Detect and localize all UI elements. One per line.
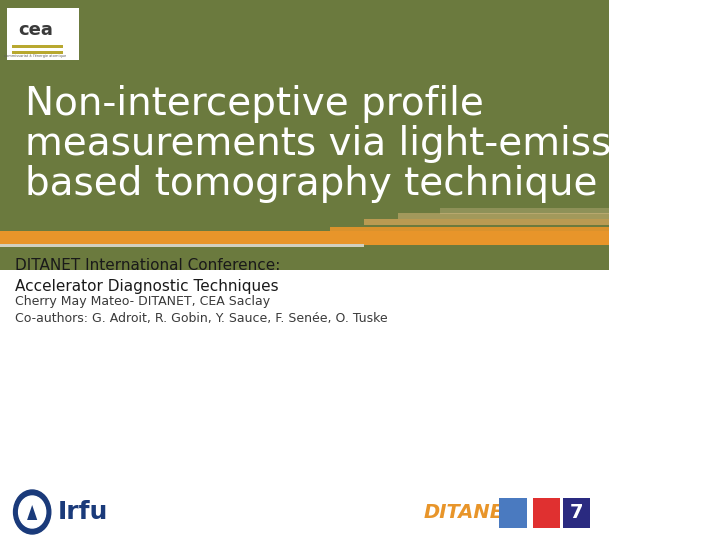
Text: DITANET International Conference:
Accelerator Diagnostic Techniques: DITANET International Conference: Accele…: [15, 258, 281, 294]
Circle shape: [14, 490, 51, 534]
FancyBboxPatch shape: [12, 45, 63, 48]
FancyBboxPatch shape: [6, 8, 78, 60]
FancyBboxPatch shape: [440, 208, 610, 214]
FancyBboxPatch shape: [330, 227, 610, 233]
FancyBboxPatch shape: [500, 498, 526, 528]
FancyBboxPatch shape: [364, 219, 610, 225]
Circle shape: [19, 496, 45, 528]
FancyBboxPatch shape: [398, 213, 610, 219]
Text: measurements via light-emission: measurements via light-emission: [25, 125, 670, 163]
FancyBboxPatch shape: [0, 231, 610, 245]
FancyBboxPatch shape: [563, 498, 590, 528]
Text: Cherry May Mateo- DITANET, CEA Saclay: Cherry May Mateo- DITANET, CEA Saclay: [15, 295, 271, 308]
Text: commissariat à l'énergie atomique: commissariat à l'énergie atomique: [4, 54, 67, 58]
FancyBboxPatch shape: [0, 244, 364, 247]
Text: based tomography technique: based tomography technique: [25, 165, 598, 203]
FancyBboxPatch shape: [534, 498, 560, 528]
Text: Non-interceptive profile: Non-interceptive profile: [25, 85, 485, 123]
FancyBboxPatch shape: [0, 270, 610, 540]
Text: Co-authors: G. Adroit, R. Gobin, Y. Sauce, F. Senée, O. Tuske: Co-authors: G. Adroit, R. Gobin, Y. Sauc…: [15, 312, 388, 325]
Text: DITANET: DITANET: [423, 503, 517, 522]
Text: cea: cea: [18, 21, 53, 39]
Text: Irfu: Irfu: [58, 500, 108, 524]
Text: 7: 7: [570, 503, 583, 523]
FancyBboxPatch shape: [12, 51, 63, 54]
Polygon shape: [27, 505, 37, 520]
FancyBboxPatch shape: [0, 0, 610, 270]
